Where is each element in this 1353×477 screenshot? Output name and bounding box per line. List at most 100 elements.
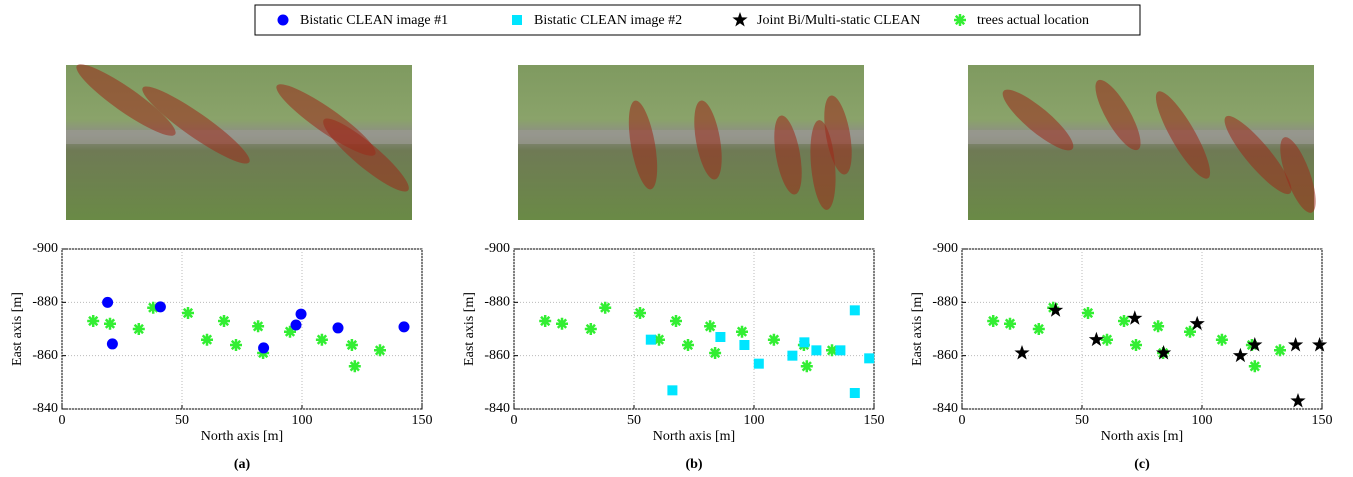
point <box>670 315 682 327</box>
legend-marker <box>954 14 966 26</box>
point <box>315 333 328 346</box>
point <box>230 339 242 351</box>
x-tick-label: 100 <box>1192 413 1213 428</box>
point <box>987 315 1000 327</box>
y-tick-label: -860 <box>932 348 958 363</box>
point <box>767 333 780 346</box>
plot-area <box>961 248 1323 410</box>
point <box>787 350 798 361</box>
y-tick-label: -900 <box>32 241 58 256</box>
radar-streak <box>824 95 852 175</box>
point <box>539 315 552 327</box>
point <box>709 347 722 359</box>
x-tick-label: 150 <box>864 413 885 428</box>
point <box>682 339 694 351</box>
point <box>1274 344 1286 357</box>
point <box>1248 360 1261 373</box>
legend-marker <box>732 12 748 27</box>
caption: (c) <box>1134 457 1150 472</box>
point <box>218 315 230 327</box>
point <box>1101 333 1113 346</box>
radar-streak <box>142 86 250 164</box>
point <box>348 360 361 373</box>
point <box>284 325 296 338</box>
y-axis-label: East axis [m] <box>462 292 477 366</box>
x-tick-label: 0 <box>59 413 66 428</box>
point <box>258 342 270 354</box>
point <box>252 320 265 333</box>
radar-streak <box>1002 89 1074 151</box>
point <box>584 323 597 335</box>
radar-streak <box>1280 137 1316 213</box>
radar-streak <box>1224 115 1292 195</box>
x-tick-label: 0 <box>959 413 966 428</box>
radar-streak <box>323 118 409 192</box>
point <box>645 334 656 345</box>
point <box>1312 337 1328 352</box>
point <box>295 308 307 320</box>
x-tick-label: 50 <box>175 413 189 428</box>
point <box>1004 317 1016 330</box>
point <box>1152 320 1165 333</box>
x-tick-label: 50 <box>627 413 641 428</box>
y-tick-label: -840 <box>484 401 510 416</box>
point <box>715 332 726 342</box>
legend-label: trees actual location <box>977 13 1089 28</box>
legend-label: Joint Bi/Multi-static CLEAN <box>757 13 920 28</box>
point <box>1088 331 1104 347</box>
point <box>1184 325 1196 338</box>
point <box>1288 337 1304 352</box>
x-axis-label: North axis [m] <box>653 429 735 444</box>
y-tick-label: -840 <box>932 401 958 416</box>
x-tick-label: 150 <box>412 413 433 428</box>
point <box>835 345 846 356</box>
y-tick-label: -880 <box>932 295 958 310</box>
point <box>634 307 646 319</box>
x-axis-label: North axis [m] <box>201 429 283 444</box>
point <box>1032 323 1045 335</box>
point <box>826 344 838 357</box>
point <box>1156 345 1172 360</box>
x-tick-label: 0 <box>511 413 518 428</box>
x-tick-label: 150 <box>1312 413 1333 428</box>
point <box>1215 333 1228 346</box>
point <box>1127 310 1143 325</box>
radar-streak <box>694 100 722 180</box>
x-tick-label: 100 <box>744 413 765 428</box>
y-tick-label: -880 <box>32 295 58 310</box>
point <box>1014 345 1030 360</box>
radar-streak <box>1155 91 1211 179</box>
point <box>1189 315 1205 331</box>
point <box>556 317 568 330</box>
radar-streak <box>1095 79 1141 151</box>
point <box>1118 315 1130 327</box>
point <box>102 296 114 308</box>
point <box>182 307 194 319</box>
point <box>1047 301 1060 314</box>
y-axis-label: East axis [m] <box>10 292 25 366</box>
point <box>849 305 860 316</box>
point <box>147 301 160 314</box>
point <box>398 321 410 333</box>
legend-marker <box>512 15 522 25</box>
y-tick-label: -900 <box>484 241 510 256</box>
point <box>1247 337 1263 352</box>
point <box>87 315 100 327</box>
point <box>667 385 678 396</box>
y-tick-label: -900 <box>932 241 958 256</box>
point <box>736 325 748 338</box>
plot-area <box>513 248 875 410</box>
caption: (a) <box>234 457 251 472</box>
point <box>1290 393 1306 408</box>
radar-streak <box>76 64 176 136</box>
point <box>1130 339 1142 351</box>
legend-label: Bistatic CLEAN image #1 <box>300 13 448 28</box>
legend-label: Bistatic CLEAN image #2 <box>534 13 682 28</box>
plot-area <box>61 248 423 410</box>
point <box>599 301 612 314</box>
point <box>653 333 665 346</box>
radar-streak <box>774 115 802 195</box>
point <box>849 388 860 398</box>
y-axis-label: East axis [m] <box>910 292 925 366</box>
